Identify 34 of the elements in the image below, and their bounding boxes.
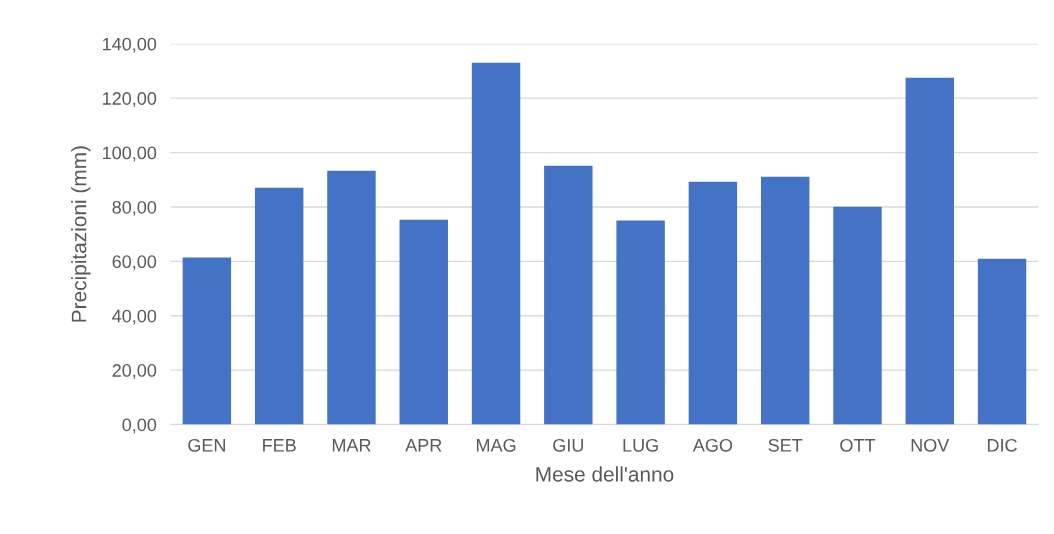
- y-tick-label: 120,00: [103, 92, 157, 108]
- bar: [399, 219, 448, 425]
- x-tick-label: APR: [405, 439, 442, 452]
- x-tick-label: LUG: [623, 438, 658, 452]
- bar: [977, 258, 1027, 425]
- x-tick-label: OTT: [840, 438, 876, 452]
- y-tick-label: 80,00: [112, 200, 157, 216]
- y-tick-label: 0,00: [122, 418, 157, 434]
- y-tick-label: 60,00: [112, 255, 157, 271]
- y-tick-label: 20,00: [112, 364, 157, 379]
- bar: [905, 77, 954, 425]
- bar: [688, 181, 738, 425]
- x-tick-label: FEB: [263, 439, 296, 452]
- bar: [616, 220, 665, 425]
- x-tick-label: DIC: [987, 438, 1017, 452]
- y-tick-label: 140,00: [103, 37, 157, 53]
- x-tick-label: MAG: [476, 438, 516, 452]
- bar: [760, 176, 810, 425]
- bar: [544, 165, 593, 425]
- x-tick-label: SET: [768, 438, 803, 452]
- bar: [327, 170, 376, 425]
- x-tick-label: GEN: [188, 438, 225, 452]
- x-tick-label: MAR: [332, 439, 371, 452]
- bar: [182, 257, 232, 425]
- y-tick-label: 100,00: [103, 146, 157, 162]
- x-axis-title: Mese dell'anno: [536, 466, 674, 482]
- y-tick-label: 40,00: [112, 309, 157, 325]
- bar: [833, 206, 882, 425]
- x-tick-label: NOV: [911, 438, 950, 452]
- bar: [254, 187, 304, 425]
- x-tick-label: GIU: [553, 438, 583, 452]
- y-axis-title: Precipitazioni (mm): [71, 146, 91, 322]
- bar: [471, 62, 521, 425]
- x-tick-label: AGO: [692, 438, 733, 452]
